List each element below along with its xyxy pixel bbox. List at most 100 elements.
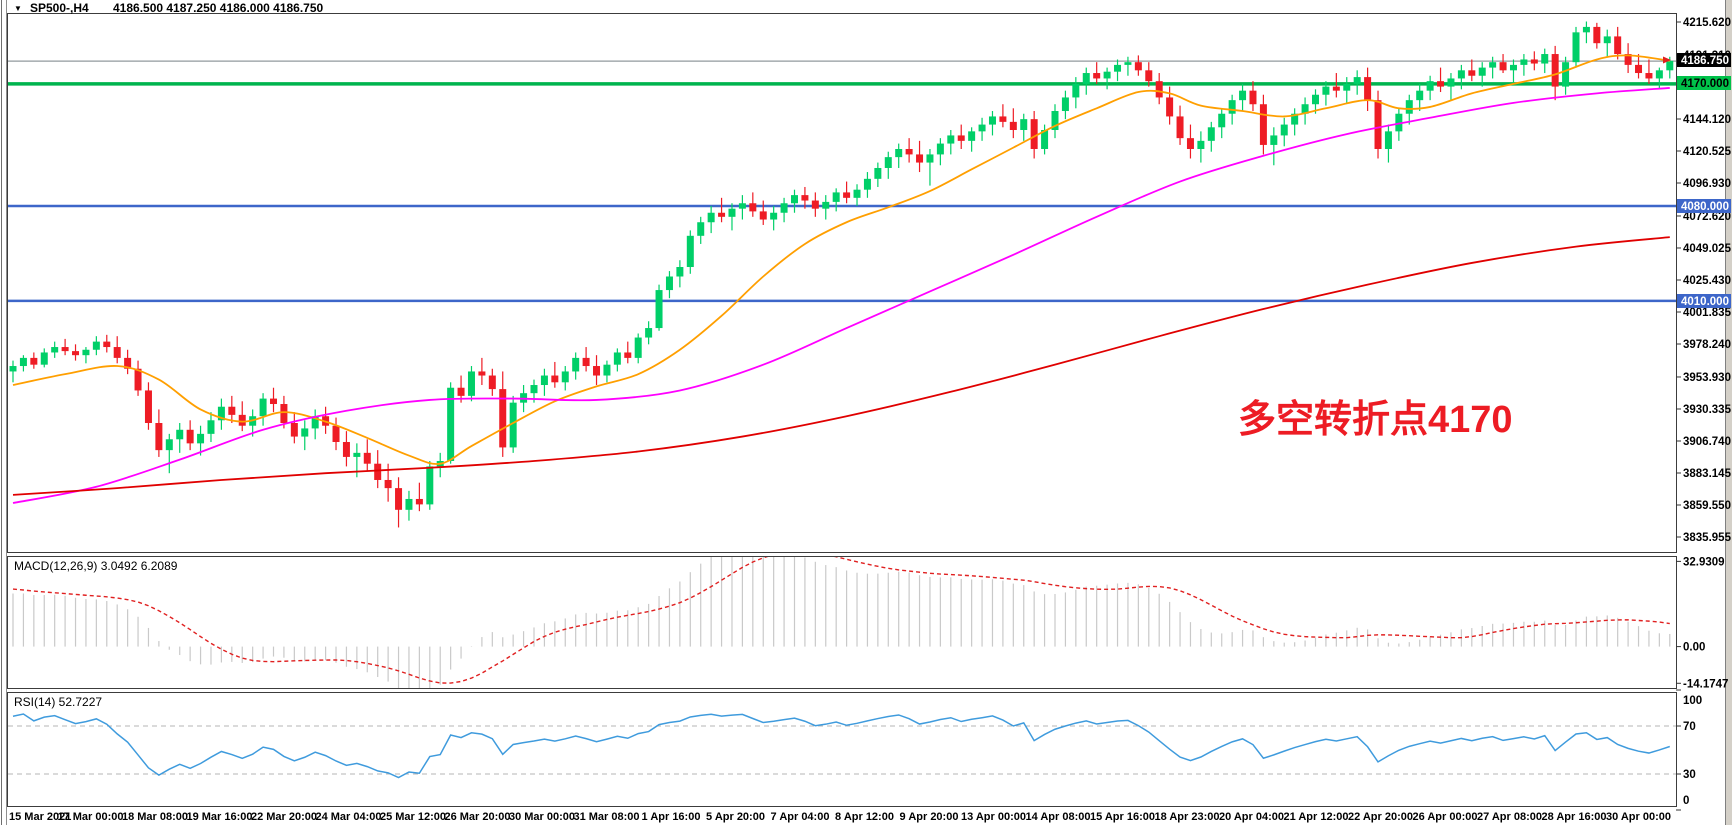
candle-up [467,371,475,396]
time-axis-label: 30 Mar 00:00 [509,811,575,823]
window-right-strip [1726,0,1732,825]
time-axis-label: 5 Apr 20:00 [706,811,765,823]
candle-up [1124,62,1132,65]
candle-down [1249,90,1257,105]
candle-down [1624,54,1632,65]
candle-down [280,404,288,424]
ma-slow-red[interactable] [12,236,1670,496]
candle-up [780,203,788,213]
candle-down [134,368,142,391]
candle-down [624,352,632,358]
price-tick-label: 3930.335 [1683,404,1732,416]
candle-up [1655,70,1663,79]
candle-down [1030,119,1038,149]
price-tick-label: 3906.740 [1683,436,1731,448]
svg-text:4186.750: 4186.750 [1681,55,1729,67]
price-tick-label: 4072.620 [1683,211,1731,223]
candle-up [1197,140,1205,149]
candle-up [676,267,684,277]
macd-pane[interactable] [12,547,1671,694]
price-tick-label: 3859.550 [1683,500,1731,512]
candle-up [645,328,653,338]
candle-up [1478,67,1486,76]
candle-up [9,366,17,372]
candle-up [1343,83,1351,91]
candle-down [1551,54,1559,87]
candle-down [30,357,38,365]
candle-up [1395,113,1403,132]
candle-down [1176,116,1184,139]
candle-up [40,352,48,365]
candle-down [1635,64,1643,74]
macd-histogram [12,557,1671,688]
candle-up [1603,36,1611,44]
candle-up [426,466,434,505]
candle-down [1145,70,1153,82]
candle-up [655,290,663,329]
price-pane[interactable] [8,21,1676,528]
time-axis-label: 20 Apr 04:00 [1219,811,1284,823]
level-4010-badge: 4010.000 [1677,294,1731,308]
price-pane-border [7,13,1677,553]
candle-up [530,385,538,394]
candle-down [415,498,423,505]
candle-down [843,192,851,198]
price-tick-label: 4025.430 [1683,275,1731,287]
candle-up [1218,113,1226,128]
candle-up [1520,59,1528,65]
candle-down [749,203,757,212]
rsi-pane[interactable] [8,713,1676,779]
candle-up [1103,71,1111,79]
price-tick-label: 3883.145 [1683,468,1732,480]
time-axis-label: 22 Apr 20:00 [1348,811,1413,823]
candle-up [1489,62,1497,68]
candle-down [342,441,350,457]
candle-up [1384,131,1392,149]
candle-up [1114,64,1122,72]
candle-down [499,389,507,448]
candle-down [124,357,132,369]
candle-up [1416,90,1424,101]
macd-tick-label: -14.1747 [1683,678,1728,690]
expander-icon[interactable]: ▼ [14,4,22,13]
candle-up [1041,130,1049,149]
candle-up [509,402,517,448]
support-4170-badge: 4170.000 [1677,76,1731,90]
candle-up [1020,119,1028,131]
candle-up [707,212,715,223]
candle-down [1009,121,1017,131]
price-tick-label: 4120.525 [1683,146,1732,158]
time-axis-label: 17 Mar 00:00 [57,811,123,823]
price-arrow-icon [1663,56,1671,64]
ma-mid-magenta[interactable] [12,87,1670,504]
macd-tick-label: 0.00 [1683,642,1705,654]
candle-down [1166,97,1174,117]
candle-up [51,347,59,353]
candle-up [197,433,205,444]
candle-down [384,479,392,489]
candlestick-series[interactable] [9,21,1674,528]
annotation-text: 多空转折点4170 [1238,399,1513,441]
candle-down [186,429,194,444]
candle-down [1364,77,1372,101]
candle-up [853,189,861,198]
candle-up [1562,62,1570,87]
candle-up [311,416,319,429]
price-axis[interactable]: 4215.6204191.3104144.1204120.5254096.930… [1676,17,1732,811]
candle-up [1061,97,1069,112]
candle-down [478,371,486,376]
candle-up [1291,113,1299,125]
candle-down [1468,70,1476,76]
current-price-badge: 4186.750 [1677,53,1731,67]
ohlc-quote-label: 4186.500 4187.250 4186.000 4186.750 [113,1,324,15]
svg-text:4080.000: 4080.000 [1681,201,1729,213]
candle-up [978,124,986,132]
level-4080-badge: 4080.000 [1677,199,1731,213]
candle-up [165,439,173,451]
candle-down [228,406,236,415]
ma-fast-orange[interactable] [12,54,1670,465]
candle-down [957,135,965,141]
candle-up [665,276,673,291]
